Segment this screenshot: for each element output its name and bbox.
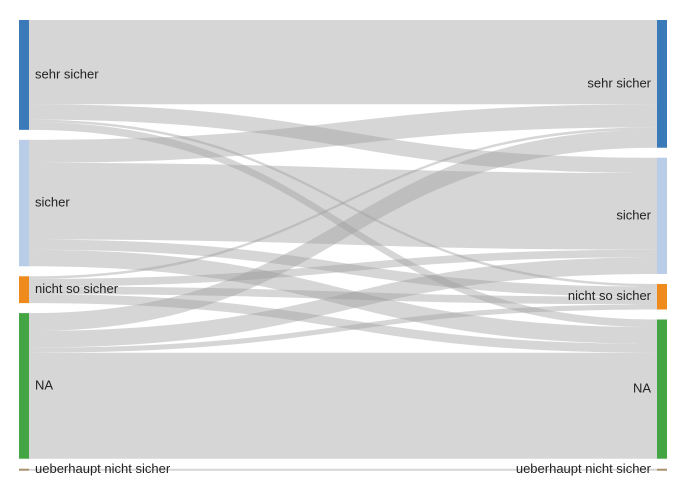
left-node-label-nicht-so-sicher: nicht so sicher [35,281,119,296]
right-node-label-sicher: sicher [616,207,651,222]
nodes-layer [19,20,667,471]
right-node-label-sehr-sicher: sehr sicher [587,75,651,90]
link-l-nicht-to-r-nicht[interactable] [29,286,657,305]
link-l-sicher-to-r-nicht[interactable] [29,239,657,297]
link-l-sehr-to-r-na[interactable] [29,122,657,328]
link-l-nicht-to-r-sehr[interactable] [29,127,657,279]
links-layer [29,20,657,471]
left-node-label-ueberhaupt-nicht-sicher: ueberhaupt nicht sicher [35,461,171,476]
link-l-sehr-to-r-sicher[interactable] [29,104,657,174]
left-node-ueberhaupt-nicht-sicher[interactable] [19,468,29,471]
link-l-sehr-to-r-sehr[interactable] [29,20,657,105]
left-node-label-sicher: sicher [35,195,70,210]
right-node-nicht-so-sicher[interactable] [657,283,667,310]
link-l-na-to-r-na[interactable] [29,352,657,459]
link-l-ueber-to-r-ueber[interactable] [29,468,657,471]
link-l-sehr-to-r-nicht[interactable] [29,119,657,287]
link-l-na-to-r-sicher[interactable] [29,257,657,348]
link-l-sicher-to-r-na[interactable] [29,249,657,344]
left-node-nicht-so-sicher[interactable] [19,276,29,304]
link-l-sicher-to-r-sehr[interactable] [29,104,657,163]
right-node-label-ueberhaupt-nicht-sicher: ueberhaupt nicht sicher [516,461,652,476]
right-node-sehr-sicher[interactable] [657,20,667,148]
link-l-nicht-to-r-sicher[interactable] [29,249,657,287]
left-node-na[interactable] [19,313,29,459]
labels-layer: sehr sicher sicher nicht so sicher NA ueberh… [35,66,652,476]
right-node-label-nicht-so-sicher: nicht so sicher [568,288,652,303]
right-node-sicher[interactable] [657,157,667,274]
right-node-label-na: NA [633,381,651,396]
left-node-label-na: NA [35,377,53,392]
link-l-na-to-r-sehr[interactable] [29,129,657,331]
link-l-na-to-r-nicht[interactable] [29,304,657,353]
left-node-sehr-sicher[interactable] [19,20,29,130]
right-node-na[interactable] [657,319,667,459]
link-l-nicht-to-r-na[interactable] [29,294,657,353]
left-node-sicher[interactable] [19,139,29,267]
right-node-ueberhaupt-nicht-sicher[interactable] [657,468,667,471]
link-l-sicher-to-r-sicher[interactable] [29,162,657,250]
left-node-label-sehr-sicher: sehr sicher [35,66,99,81]
